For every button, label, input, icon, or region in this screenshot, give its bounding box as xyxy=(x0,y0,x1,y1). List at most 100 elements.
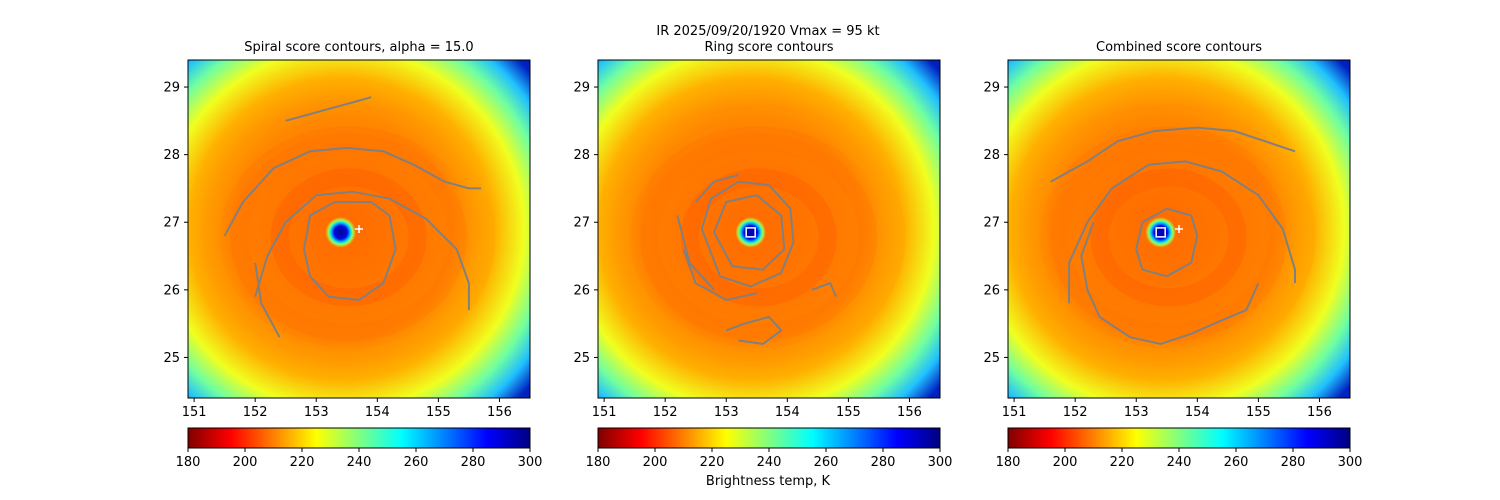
y-tick-label: 27 xyxy=(983,216,1000,231)
x-tick-label: 153 xyxy=(1124,405,1149,420)
x-tick-label: 154 xyxy=(775,405,800,420)
figure-suptitle: IR 2025/09/20/1920 Vmax = 95 kt xyxy=(656,24,879,39)
panel-title: Combined score contours xyxy=(1096,40,1262,55)
colorbar: 180 200 220 240 260 280 300 xyxy=(586,427,953,470)
colorbar-tick-label: 300 xyxy=(928,455,953,470)
y-tick-label: 25 xyxy=(983,351,1000,366)
colorbar-tick-label: 240 xyxy=(757,455,782,470)
x-tick-label: 154 xyxy=(1185,405,1210,420)
brightness-temp-image xyxy=(1008,60,1350,398)
colorbar-tick-label: 180 xyxy=(176,455,201,470)
score-contour xyxy=(254,262,281,338)
x-tick-label: 155 xyxy=(1246,405,1271,420)
colorbar-tick-label: 180 xyxy=(996,455,1021,470)
x-tick-label: 151 xyxy=(1002,405,1027,420)
brightness-temp-image xyxy=(188,60,530,398)
score-contour xyxy=(254,190,470,311)
colorbar-tick-label: 200 xyxy=(233,455,258,470)
cloud-band xyxy=(201,108,496,367)
x-tick-label: 156 xyxy=(897,405,922,420)
panel-1: Spiral score contours, alpha = 15.0 151 15… xyxy=(163,40,542,470)
score-contour xyxy=(811,282,838,298)
axes-frame xyxy=(187,59,531,399)
score-contour xyxy=(725,315,783,345)
x-tick-label: 154 xyxy=(365,405,390,420)
colorbar: 180 200 220 240 260 280 300 xyxy=(996,427,1363,470)
axes-frame xyxy=(597,59,941,399)
brightness-temp-image xyxy=(598,60,940,398)
x-tick-label: 156 xyxy=(1307,405,1332,420)
score-contour xyxy=(713,194,786,271)
x-tick-label: 151 xyxy=(182,405,207,420)
panel-2: Ring score contours 151 152 153 154 155 156 25 2… xyxy=(573,40,952,470)
plus-marker xyxy=(1175,225,1183,233)
score-contour xyxy=(303,201,397,301)
y-tick-label: 26 xyxy=(573,283,590,298)
cloud-band xyxy=(640,133,877,342)
score-contour xyxy=(1050,126,1296,183)
y-tick-label: 26 xyxy=(163,283,180,298)
cloud-band xyxy=(1050,133,1287,342)
colorbar-tick-label: 240 xyxy=(347,455,372,470)
eye xyxy=(325,217,356,248)
y-tick-label: 29 xyxy=(163,81,180,96)
y-tick-label: 26 xyxy=(983,283,1000,298)
colorbar-tick-label: 200 xyxy=(1053,455,1078,470)
colorbar-tick-label: 200 xyxy=(643,455,668,470)
colorbar-tick-label: 260 xyxy=(814,455,839,470)
x-tick-label: 153 xyxy=(714,405,739,420)
cloud-band xyxy=(680,168,837,307)
colorbar-gradient xyxy=(597,427,941,449)
colorbar-tick-label: 220 xyxy=(1110,455,1135,470)
y-tick-label: 25 xyxy=(573,351,590,366)
cloud-band xyxy=(1090,168,1247,307)
y-tick-label: 29 xyxy=(573,81,590,96)
plus-marker xyxy=(355,225,363,233)
cloud-band xyxy=(611,108,906,367)
square-marker xyxy=(745,227,756,238)
y-tick-label: 28 xyxy=(983,148,1000,163)
colorbar-tick-label: 280 xyxy=(871,455,896,470)
y-tick-label: 28 xyxy=(163,148,180,163)
score-contour xyxy=(223,146,482,237)
x-tick-label: 155 xyxy=(836,405,861,420)
square-marker xyxy=(1155,227,1166,238)
x-tick-label: 153 xyxy=(304,405,329,420)
score-contour xyxy=(1099,282,1260,345)
score-contour xyxy=(700,180,795,288)
x-tick-label: 155 xyxy=(426,405,451,420)
score-contour xyxy=(1068,160,1296,304)
x-tick-label: 152 xyxy=(1063,405,1088,420)
image-background xyxy=(598,60,940,398)
cloud-band xyxy=(1021,108,1316,367)
panel-3: Combined score contours 151 152 153 154 155 15… xyxy=(983,40,1362,470)
colorbar-tick-label: 260 xyxy=(1224,455,1249,470)
colorbar-tick-label: 300 xyxy=(518,455,543,470)
score-contour xyxy=(285,96,372,122)
y-tick-label: 25 xyxy=(163,351,180,366)
colorbar-label: Brightness temp, K xyxy=(706,474,831,489)
score-contour xyxy=(1135,207,1199,278)
axes-frame xyxy=(1007,59,1351,399)
colorbar-tick-label: 240 xyxy=(1167,455,1192,470)
colorbar-tick-label: 300 xyxy=(1338,455,1363,470)
x-tick-label: 156 xyxy=(487,405,512,420)
x-tick-label: 152 xyxy=(243,405,268,420)
y-tick-label: 27 xyxy=(163,216,180,231)
y-tick-label: 28 xyxy=(573,148,590,163)
colorbar-tick-label: 220 xyxy=(700,455,725,470)
score-contour xyxy=(1080,221,1101,318)
x-tick-label: 151 xyxy=(592,405,617,420)
score-contour xyxy=(694,173,739,203)
score-contour xyxy=(682,248,758,301)
cloud-band xyxy=(230,133,467,342)
x-tick-label: 152 xyxy=(653,405,678,420)
colorbar-tick-label: 260 xyxy=(404,455,429,470)
colorbar-tick-label: 220 xyxy=(290,455,315,470)
score-contour xyxy=(676,215,715,291)
colorbar-gradient xyxy=(187,427,531,449)
colorbar-tick-label: 280 xyxy=(461,455,486,470)
panel-title: Ring score contours xyxy=(704,40,833,55)
colorbar-tick-label: 180 xyxy=(586,455,611,470)
